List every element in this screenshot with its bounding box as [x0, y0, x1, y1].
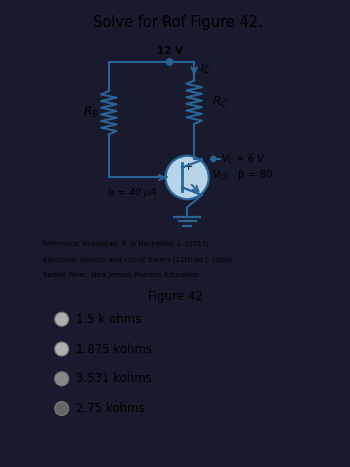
Text: 2.75 kohms: 2.75 kohms — [76, 402, 144, 415]
Text: of Figure 42.: of Figure 42. — [167, 14, 263, 30]
Circle shape — [55, 372, 69, 386]
Text: $R_B$: $R_B$ — [83, 105, 98, 120]
Circle shape — [55, 312, 69, 326]
Text: Electronic devices and circuit theory [11th ed.]. Upper: Electronic devices and circuit theory [1… — [43, 256, 233, 263]
Text: 1.875 kohms: 1.875 kohms — [76, 342, 152, 355]
Text: +: + — [184, 162, 194, 172]
Circle shape — [167, 59, 173, 65]
Text: $I_B$ = 40 μA: $I_B$ = 40 μA — [107, 186, 158, 199]
Circle shape — [166, 156, 209, 199]
Text: 1.5 k ohms: 1.5 k ohms — [76, 313, 141, 326]
Text: $R_C$: $R_C$ — [212, 95, 228, 110]
Text: $I_C$: $I_C$ — [201, 62, 211, 76]
Text: 3.531 kohms: 3.531 kohms — [76, 372, 152, 385]
Text: Solve for R: Solve for R — [93, 14, 173, 30]
Circle shape — [55, 342, 69, 356]
Text: Saddle River, New Jersey: Pearson Education: Saddle River, New Jersey: Pearson Educat… — [43, 272, 198, 278]
Text: $V_C$ = 6 V: $V_C$ = 6 V — [221, 152, 266, 166]
Text: Figure 42: Figure 42 — [148, 290, 202, 303]
Circle shape — [55, 402, 69, 416]
Text: 12 V: 12 V — [157, 46, 183, 56]
Text: $V_{CE}$   β = 80: $V_{CE}$ β = 80 — [212, 168, 273, 182]
Text: Reference: Boylestad, R. & Nashehky, L. (2013).: Reference: Boylestad, R. & Nashehky, L. … — [43, 241, 211, 247]
Text: C: C — [162, 17, 168, 28]
Circle shape — [211, 156, 216, 162]
